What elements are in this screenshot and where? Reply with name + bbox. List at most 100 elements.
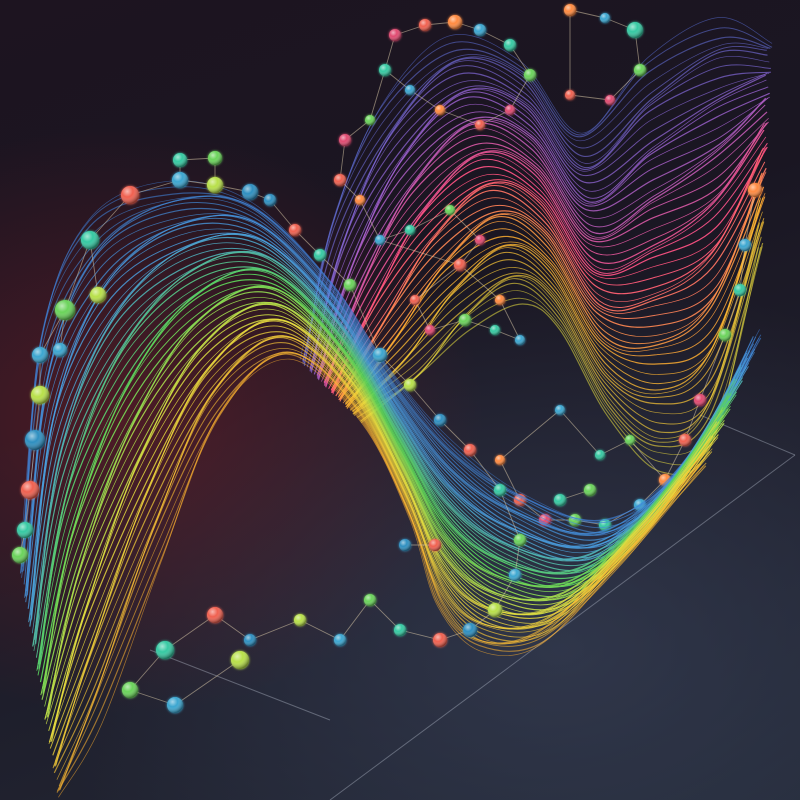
node-link (429, 319, 466, 331)
wave-strand (58, 358, 699, 798)
network-node-highlight (53, 343, 67, 357)
network-node-highlight (474, 24, 486, 36)
network-node-highlight (379, 64, 391, 76)
wave-strand (41, 291, 723, 700)
wave-strand (316, 104, 766, 376)
node-link (349, 284, 381, 356)
node-link (439, 419, 471, 451)
node-link (499, 299, 521, 341)
network-node-highlight (173, 153, 187, 167)
network-node-highlight (584, 484, 596, 496)
network-node-highlight (625, 435, 635, 445)
wave-strand (332, 161, 766, 392)
network-node-highlight (434, 414, 446, 426)
network-node-highlight (445, 205, 455, 215)
wave-strand (354, 236, 762, 443)
network-node-highlight (454, 259, 466, 271)
node-link (609, 69, 641, 101)
network-node-highlight (564, 4, 576, 16)
wave-strand (30, 233, 748, 621)
node-link (359, 199, 381, 241)
network-node-highlight (344, 279, 356, 291)
node-link (744, 189, 756, 246)
network-node-highlight (334, 174, 346, 186)
wave-strand (346, 197, 764, 409)
node-link (449, 209, 481, 241)
network-node-highlight (490, 325, 500, 335)
network-node-highlight (595, 450, 605, 460)
network-node-highlight (495, 455, 505, 465)
network-node-highlight (289, 224, 301, 236)
wave-strand (43, 286, 731, 693)
network-node-highlight (734, 284, 746, 296)
node-link (599, 439, 631, 456)
node-link (409, 209, 451, 231)
network-node-highlight (514, 534, 526, 546)
network-node-highlight (405, 85, 415, 95)
network-node-highlight (264, 194, 276, 206)
node-link (339, 599, 371, 641)
network-node-highlight (121, 186, 139, 204)
network-node-highlight (294, 614, 306, 626)
node-link (509, 74, 531, 111)
node-link (369, 599, 401, 631)
node-link (269, 199, 296, 231)
node-link (369, 69, 386, 121)
wave-strand (56, 353, 699, 793)
network-node-highlight (31, 386, 49, 404)
network-node-highlight (122, 682, 138, 698)
wave-strand (44, 301, 720, 718)
node-link (339, 139, 346, 181)
node-link (479, 109, 511, 126)
node-link (384, 34, 396, 71)
network-node-highlight (389, 29, 401, 41)
wave-strand (302, 49, 768, 362)
network-node-highlight (448, 15, 462, 29)
network-node-highlight (425, 325, 435, 335)
wave-strand (330, 149, 763, 391)
wave-strand (330, 146, 768, 394)
wave-strand (22, 192, 762, 571)
node-link (459, 264, 501, 301)
wave-strand (42, 284, 731, 689)
node-link (89, 239, 99, 296)
node-link (699, 334, 726, 401)
network-node-highlight (242, 184, 258, 200)
network-node-highlight (435, 105, 445, 115)
wave-strand (352, 229, 760, 439)
network-node-highlight (339, 134, 351, 146)
network-node-highlight (565, 90, 575, 100)
network-node-highlight (475, 120, 485, 130)
network-node-highlight (509, 569, 521, 581)
network-node-highlight (208, 151, 222, 165)
wave-strand (346, 211, 763, 407)
network-node-highlight (515, 335, 525, 345)
network-node-highlight (488, 603, 502, 617)
network-node-highlight (459, 314, 471, 326)
network-node-highlight (504, 39, 516, 51)
node-link (684, 399, 701, 441)
wave-strand (310, 72, 768, 372)
network-node-highlight (404, 379, 416, 391)
wave-strand (331, 147, 764, 394)
node-link (409, 89, 441, 111)
wave-strand (35, 251, 743, 644)
network-node-highlight (494, 484, 506, 496)
node-link (499, 489, 521, 541)
network-node-highlight (463, 623, 477, 637)
wave-strand (337, 179, 763, 398)
node-link (469, 449, 501, 491)
node-link (414, 299, 431, 331)
network-node-highlight (355, 195, 365, 205)
node-link (379, 229, 411, 241)
wave-strand (309, 74, 766, 370)
node-link (499, 409, 561, 461)
wave-strand (317, 111, 768, 378)
network-node-highlight (81, 231, 99, 249)
wave-strand (310, 86, 769, 371)
wave-strand (41, 285, 726, 694)
node-link (319, 254, 351, 286)
node-link (409, 384, 441, 421)
wave-strand (323, 129, 765, 383)
node-link (724, 289, 741, 336)
